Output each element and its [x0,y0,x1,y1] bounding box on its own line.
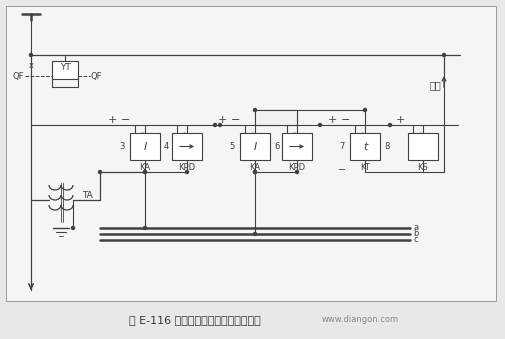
Bar [282,133,312,160]
Circle shape [98,171,102,174]
Text: +: + [395,115,405,125]
Text: KS: KS [418,162,428,172]
Text: YT: YT [60,63,70,73]
Text: KPD: KPD [178,162,195,172]
Circle shape [319,123,322,126]
Text: QF: QF [12,72,24,80]
Text: 3: 3 [120,142,125,151]
Circle shape [214,123,217,126]
Text: 5: 5 [230,142,235,151]
Text: I: I [143,141,146,152]
Bar [255,110,297,125]
Text: I: I [254,141,257,152]
Text: 图 E-116 方向过电流保护的原理接线图: 图 E-116 方向过电流保护的原理接线图 [129,315,261,325]
Circle shape [72,226,75,230]
Text: TA: TA [82,191,93,199]
Text: 4: 4 [164,142,169,151]
Circle shape [254,233,257,236]
Text: −: − [121,115,131,125]
Text: www.diangon.com: www.diangon.com [322,316,398,324]
Circle shape [143,171,146,174]
Text: KA: KA [139,162,150,172]
Text: KA: KA [249,162,261,172]
Text: 8: 8 [384,142,389,151]
Bar [240,133,270,160]
Circle shape [388,123,391,126]
Circle shape [254,171,257,174]
Text: KPD: KPD [288,162,306,172]
Text: 7: 7 [340,142,345,151]
Text: −: − [338,165,346,175]
Circle shape [219,123,222,126]
Bar [408,133,438,160]
Text: x: x [28,61,33,71]
Bar [350,133,380,160]
Bar [130,133,160,160]
Circle shape [29,54,32,57]
Bar [172,133,202,160]
Circle shape [364,108,367,112]
Text: t: t [363,141,367,152]
Circle shape [254,171,257,174]
Text: c: c [413,236,418,244]
Text: QF: QF [90,72,102,80]
Text: 信号: 信号 [430,80,442,90]
Text: −: − [341,115,350,125]
Text: a: a [413,223,418,233]
Circle shape [295,171,298,174]
Text: +: + [107,115,117,125]
Circle shape [185,171,188,174]
Bar [6,6,496,301]
Circle shape [442,54,445,57]
Text: +: + [217,115,227,125]
Text: 6: 6 [274,142,279,151]
Text: KT: KT [360,162,370,172]
Bar [52,61,78,79]
Circle shape [143,171,146,174]
Text: b: b [413,230,418,239]
Circle shape [143,226,146,230]
Text: −: − [231,115,241,125]
Text: +: + [327,115,337,125]
Circle shape [254,108,257,112]
